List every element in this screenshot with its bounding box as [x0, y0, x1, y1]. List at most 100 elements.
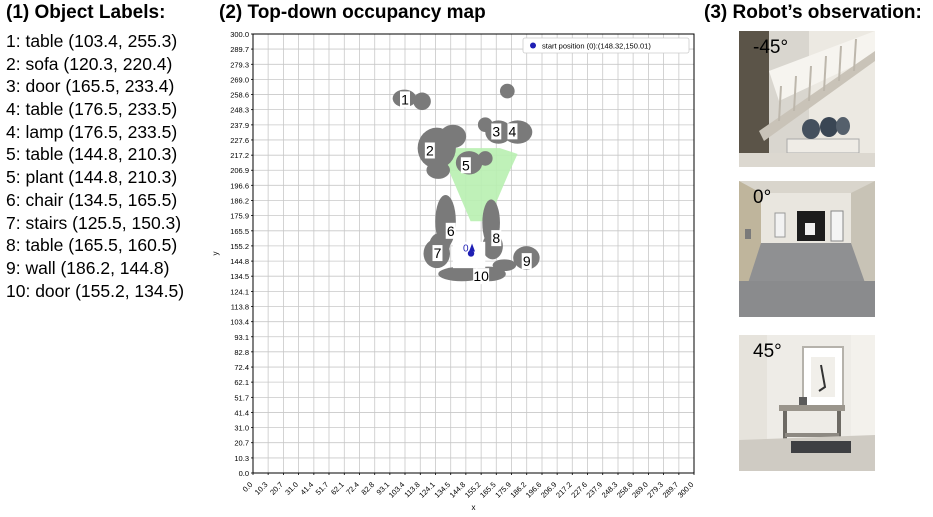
- y-tick-label: 269.0: [230, 75, 249, 84]
- object-labels-heading: (1) Object Labels:: [6, 2, 166, 23]
- y-tick-label: 113.8: [231, 302, 249, 311]
- map-label: 2: [426, 142, 434, 158]
- occupancy-map-heading: (2) Top-down occupancy map: [219, 2, 486, 23]
- y-tick-label: 186.2: [230, 197, 249, 206]
- x-tick-label: 62.1: [329, 480, 346, 497]
- y-tick-label: 279.3: [230, 60, 249, 69]
- x-tick-label: 165.5: [478, 480, 498, 500]
- map-label-box: [507, 123, 518, 140]
- x-tick-label: 20.7: [268, 480, 285, 497]
- observation-heading: (3) Robot’s observation:: [704, 2, 922, 23]
- x-tick-label: 186.2: [508, 480, 528, 500]
- object-label-item: 3: door (165.5, 233.4): [6, 76, 175, 97]
- map-label: 1: [401, 91, 409, 107]
- x-tick-label: 51.7: [314, 480, 331, 497]
- y-tick-label: 0.0: [239, 469, 249, 478]
- object-label-item: 1: table (103.4, 255.3): [6, 31, 178, 51]
- y-tick-label: 72.4: [234, 363, 249, 372]
- y-tick-label: 62.1: [234, 378, 249, 387]
- y-tick-label: 124.1: [230, 287, 249, 296]
- robot-heading-arrow: [469, 243, 476, 252]
- object-label-item: 2: sofa (120.3, 220.4): [6, 53, 173, 74]
- map-label: 6: [447, 223, 455, 239]
- y-tick-label: 103.4: [230, 318, 249, 327]
- x-tick-label: 113.8: [402, 480, 421, 499]
- map-label: 4: [509, 123, 517, 139]
- x-tick-label: 144.8: [448, 480, 468, 500]
- object-labels-list: 1: table (103.4, 255.3) 2: sofa (120.3, 2…: [6, 30, 184, 302]
- observation-45-image: 45°: [739, 335, 875, 471]
- y-tick-label: 175.9: [230, 212, 249, 221]
- map-label-box: [399, 91, 410, 108]
- y-tick-label: 248.3: [230, 106, 249, 115]
- x-tick-label: 72.4: [344, 480, 361, 497]
- occupancy-map: 123 4567891000.00.010.310.320.720.731.031…: [212, 30, 695, 512]
- obstacle-region: [492, 259, 517, 272]
- x-tick-label: 279.3: [645, 480, 665, 500]
- legend-marker: [530, 42, 536, 49]
- x-tick-label: 206.9: [539, 480, 559, 500]
- x-tick-label: 134.5: [432, 480, 452, 500]
- object-label-item: 9: wall (186.2, 144.8): [6, 257, 170, 278]
- object-label-item: 8: table (165.5, 160.5): [6, 235, 178, 256]
- x-tick-label: 155.2: [463, 480, 483, 500]
- observation-minus45-angle: -45°: [753, 37, 789, 58]
- object-label-item: 4: lamp (176.5, 233.5): [6, 121, 178, 142]
- x-tick-label: 227.6: [569, 480, 589, 500]
- y-tick-label: 82.8: [234, 348, 249, 357]
- y-tick-label: 155.2: [230, 242, 249, 251]
- object-label-item: 5: plant (144.8, 210.3): [6, 167, 178, 188]
- x-tick-label: 248.3: [600, 480, 620, 500]
- y-tick-label: 20.7: [234, 439, 249, 448]
- object-label-item: 6: chair (134.5, 165.5): [6, 189, 178, 210]
- observation-0-image: 0°: [739, 181, 875, 317]
- observation-45-angle: 45°: [753, 341, 782, 362]
- object-label-item: 7: stairs (125.5, 150.3): [6, 212, 182, 233]
- y-tick-label: 227.6: [230, 136, 249, 145]
- x-tick-label: 269.0: [630, 480, 650, 500]
- legend-label: start position (0):(148.32,150.01): [542, 42, 651, 51]
- map-label: 10: [473, 268, 489, 284]
- start-position-label: 0: [463, 243, 469, 254]
- y-axis-label: y: [212, 252, 220, 256]
- obstacle-region: [413, 92, 431, 111]
- y-tick-label: 165.5: [230, 227, 249, 236]
- x-tick-label: 237.9: [584, 480, 604, 500]
- y-tick-label: 217.2: [230, 151, 249, 160]
- obstacle-region: [499, 83, 515, 99]
- map-label-box: [432, 245, 443, 262]
- obstacle-region: [426, 161, 450, 179]
- x-tick-label: 258.6: [615, 480, 635, 500]
- y-tick-label: 41.4: [234, 408, 249, 417]
- x-tick-label: 10.3: [253, 480, 270, 497]
- x-tick-label: 82.8: [359, 480, 376, 497]
- map-label: 9: [523, 253, 531, 269]
- y-tick-label: 93.1: [234, 333, 249, 342]
- x-axis-label: x: [472, 503, 476, 512]
- object-label-item: 5: table (144.8, 210.3): [6, 144, 178, 165]
- x-tick-label: 175.9: [493, 480, 513, 500]
- object-label-item: 4: table (176.5, 233.5): [6, 99, 178, 120]
- map-label-box: [460, 157, 471, 174]
- observation-minus45-image: -45°: [739, 31, 875, 167]
- y-tick-label: 31.0: [234, 424, 249, 433]
- y-tick-label: 144.8: [230, 257, 249, 266]
- map-label-box: [473, 268, 490, 285]
- x-tick-label: 124.1: [417, 480, 437, 500]
- y-tick-label: 206.9: [230, 166, 249, 175]
- y-tick-label: 237.9: [230, 121, 249, 130]
- y-tick-label: 51.7: [234, 393, 249, 402]
- y-tick-label: 134.5: [230, 272, 249, 281]
- x-tick-label: 103.4: [387, 480, 407, 500]
- map-label-box: [491, 123, 502, 140]
- observation-0-angle: 0°: [753, 187, 772, 208]
- map-label-box: [491, 230, 502, 247]
- start-position-marker: [467, 250, 475, 257]
- plot-frame: [252, 33, 695, 474]
- x-tick-label: 217.2: [554, 480, 574, 500]
- obstacle-region: [439, 124, 467, 149]
- legend-box: [522, 37, 690, 54]
- y-tick-label: 258.6: [230, 91, 249, 100]
- obstacle-region: [502, 120, 533, 144]
- map-label-box: [445, 222, 456, 239]
